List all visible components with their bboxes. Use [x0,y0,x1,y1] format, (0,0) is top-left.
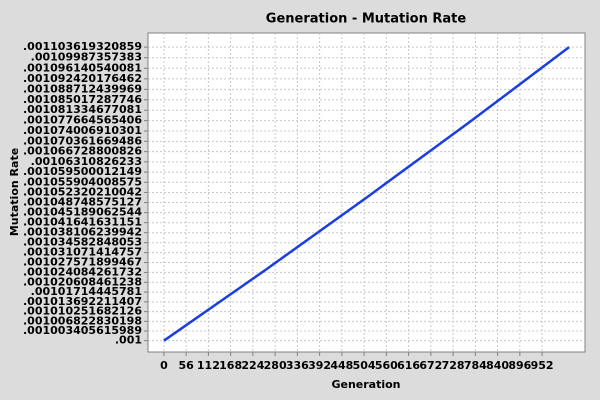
y-tick-label: .00101714445781 [31,285,142,298]
y-tick-label: .001031071414757 [23,246,142,259]
y-tick-label: .001034582848053 [23,236,142,249]
x-tick-label: 784 [464,359,487,372]
x-axis-label: Generation [331,378,400,391]
x-tick-label: 504 [353,359,376,372]
y-tick-label: .001066728800826 [23,145,142,158]
x-tick-label: 840 [486,359,509,372]
y-tick-label: .001052320210042 [23,185,142,198]
x-tick-label: 728 [442,359,465,372]
y-tick-label: .00109987357383 [31,51,142,64]
x-tick-label: 672 [419,359,442,372]
x-tick-label: 280 [264,359,287,372]
y-axis-label: Mutation Rate [8,148,21,236]
x-tick-label: 336 [286,359,309,372]
x-tick-label: 448 [330,359,353,372]
y-tick-label: .001024084261732 [23,265,142,278]
y-tick-label: .001055904008575 [23,175,142,188]
y-tick-label: .001041641631151 [23,216,142,229]
y-tick-label: .001 [115,334,142,347]
y-tick-label: .001045189062544 [23,206,142,219]
x-tick-label: 56 [178,359,194,372]
y-tick-label: .001020608461238 [23,275,142,288]
y-tick-label: .001059500012149 [23,165,142,178]
x-tick-label: 168 [219,359,242,372]
y-tick-label: .001088712439969 [23,82,142,95]
y-tick-label: .001085017287746 [23,93,142,106]
data-line [163,46,570,342]
y-tick-label: .001092420176462 [23,72,142,85]
y-tick-label: .001074006910301 [23,124,142,137]
x-tick-label: 0 [160,359,168,372]
y-tick-label: .001077664565406 [23,114,142,127]
x-tick-label: 616 [397,359,420,372]
x-tick-label: 560 [375,359,398,372]
y-tick-label: .001010251682126 [23,305,142,318]
x-tick-label: 224 [241,359,264,372]
x-tick-label: 952 [531,359,554,372]
y-tick-label: .001103619320859 [23,40,142,53]
chart-title: Generation - Mutation Rate [266,12,467,27]
y-tick-label: .001013692211407 [23,295,142,308]
y-tick-label: .001096140540081 [23,61,142,74]
x-tick-label: 392 [308,359,331,372]
y-tick-label: .001048748575127 [23,196,142,209]
y-tick-label: .001081334677081 [23,103,142,116]
y-tick-label: .00106310826233 [31,155,142,168]
y-tick-label: .001027571899467 [23,256,142,269]
y-tick-label: .001070361669486 [23,134,142,147]
y-tick-label: .001006822830198 [23,314,142,327]
y-tick-label: .001038106239942 [23,226,142,239]
x-tick-label: 112 [197,359,220,372]
x-tick-label: 896 [508,359,531,372]
y-tick-label: .001003405615989 [23,324,142,337]
